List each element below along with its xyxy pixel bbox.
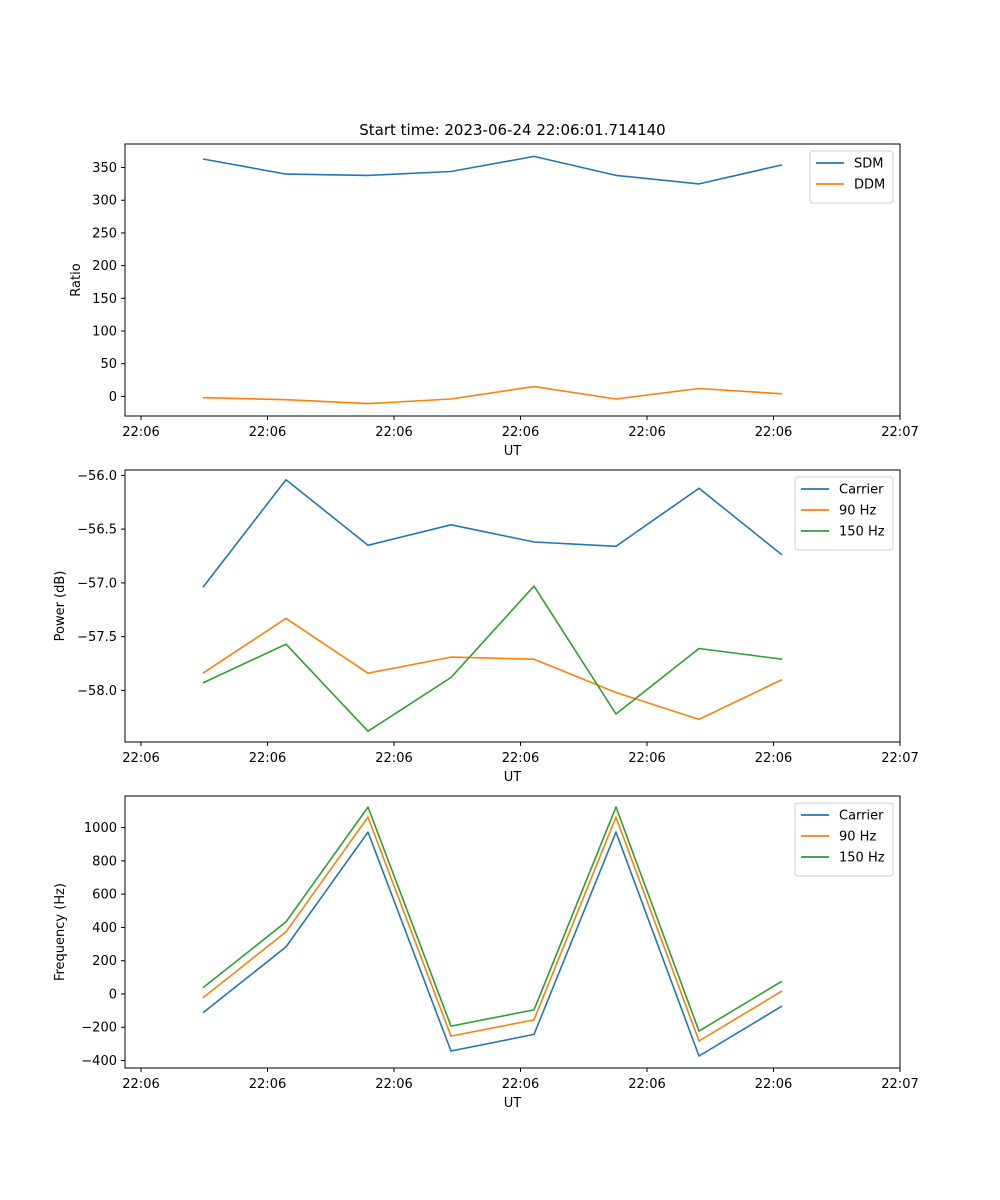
y-tick-label: −200 bbox=[81, 1021, 117, 1036]
x-tick-label: 22:06 bbox=[375, 1077, 412, 1092]
series-line-sdm bbox=[202, 155, 783, 185]
x-tick-label: 22:06 bbox=[502, 1077, 539, 1092]
series-line-90-hz bbox=[202, 816, 783, 1042]
y-tick-label: 400 bbox=[92, 921, 117, 936]
x-tick-label: 22:06 bbox=[122, 751, 159, 766]
y-axis-label: Frequency (Hz) bbox=[53, 883, 68, 981]
x-tick-label: 22:07 bbox=[881, 1077, 918, 1092]
x-tick-label: 22:06 bbox=[249, 751, 286, 766]
axes-frame bbox=[124, 795, 901, 1069]
legend: Carrier 90 Hz 150 Hz bbox=[794, 802, 894, 877]
legend: SDM DDM bbox=[809, 150, 894, 204]
y-axis-label: Ratio bbox=[69, 263, 84, 296]
x-tick-label: 22:06 bbox=[502, 425, 539, 440]
axes-frame bbox=[124, 143, 901, 417]
x-tick-label: 22:06 bbox=[122, 1077, 159, 1092]
legend-entry: Carrier bbox=[839, 809, 884, 824]
x-tick-label: 22:07 bbox=[881, 751, 918, 766]
x-axis-label: UT bbox=[504, 1096, 522, 1111]
y-tick-label: −400 bbox=[81, 1054, 117, 1069]
legend-entry: SDM bbox=[854, 157, 883, 172]
x-tick-label: 22:06 bbox=[628, 751, 665, 766]
y-tick-label: 100 bbox=[92, 325, 117, 340]
series-line-150-hz bbox=[202, 585, 783, 733]
x-tick-label: 22:06 bbox=[628, 425, 665, 440]
y-tick-label: 300 bbox=[92, 194, 117, 209]
legend-entry: DDM bbox=[854, 178, 885, 193]
chart-title: Start time: 2023-06-24 22:06:01.714140 bbox=[359, 121, 665, 139]
x-axis-label: UT bbox=[504, 770, 522, 785]
series-line-carrier bbox=[202, 478, 783, 588]
series-line-ddm bbox=[202, 385, 783, 405]
y-tick-label: −58.0 bbox=[77, 684, 117, 699]
y-tick-label: 0 bbox=[109, 390, 117, 405]
y-tick-label: 50 bbox=[100, 357, 117, 372]
x-tick-label: 22:06 bbox=[122, 425, 159, 440]
y-tick-label: −57.5 bbox=[77, 630, 117, 645]
subplot-1: Start time: 2023-06-24 22:06:01.714140 22… bbox=[69, 121, 919, 459]
series-line-150-hz bbox=[202, 806, 783, 1032]
y-tick-label: −57.0 bbox=[77, 576, 117, 591]
y-tick-label: −56.0 bbox=[77, 469, 117, 484]
x-tick-label: 22:06 bbox=[502, 751, 539, 766]
x-tick-label: 22:06 bbox=[755, 1077, 792, 1092]
subplot-3: 22:06 22:06 22:06 22:06 22:06 22:06 22:07 UT −40… bbox=[53, 795, 919, 1111]
y-tick-label: 800 bbox=[92, 854, 117, 869]
x-tick-label: 22:06 bbox=[249, 1077, 286, 1092]
y-tick-label: 200 bbox=[92, 954, 117, 969]
y-tick-label: 200 bbox=[92, 259, 117, 274]
y-axis-label: Power (dB) bbox=[53, 571, 68, 642]
x-tick-label: 22:06 bbox=[755, 751, 792, 766]
legend-entry: 90 Hz bbox=[839, 830, 876, 845]
legend: Carrier 90 Hz 150 Hz bbox=[794, 476, 894, 551]
x-tick-label: 22:06 bbox=[375, 751, 412, 766]
y-tick-label: 0 bbox=[109, 987, 117, 1002]
x-tick-label: 22:07 bbox=[881, 425, 918, 440]
y-tick-label: 1000 bbox=[84, 821, 117, 836]
x-tick-label: 22:06 bbox=[375, 425, 412, 440]
y-tick-label: 150 bbox=[92, 292, 117, 307]
legend-entry: Carrier bbox=[839, 483, 884, 498]
legend-box bbox=[809, 150, 894, 204]
axes-frame bbox=[124, 469, 901, 743]
x-axis-label: UT bbox=[504, 444, 522, 459]
y-tick-label: 350 bbox=[92, 161, 117, 176]
series-line-carrier bbox=[202, 831, 783, 1057]
series-line-90-hz bbox=[202, 617, 783, 721]
x-tick-label: 22:06 bbox=[628, 1077, 665, 1092]
x-tick-label: 22:06 bbox=[249, 425, 286, 440]
y-tick-label: 250 bbox=[92, 226, 117, 241]
y-tick-label: 600 bbox=[92, 888, 117, 903]
legend-entry: 90 Hz bbox=[839, 504, 876, 519]
y-tick-label: −56.5 bbox=[77, 523, 117, 538]
legend-entry: 150 Hz bbox=[839, 525, 885, 540]
subplot-2: 22:06 22:06 22:06 22:06 22:06 22:06 22:07 UT −58… bbox=[53, 469, 919, 785]
x-tick-label: 22:06 bbox=[755, 425, 792, 440]
legend-entry: 150 Hz bbox=[839, 851, 885, 866]
